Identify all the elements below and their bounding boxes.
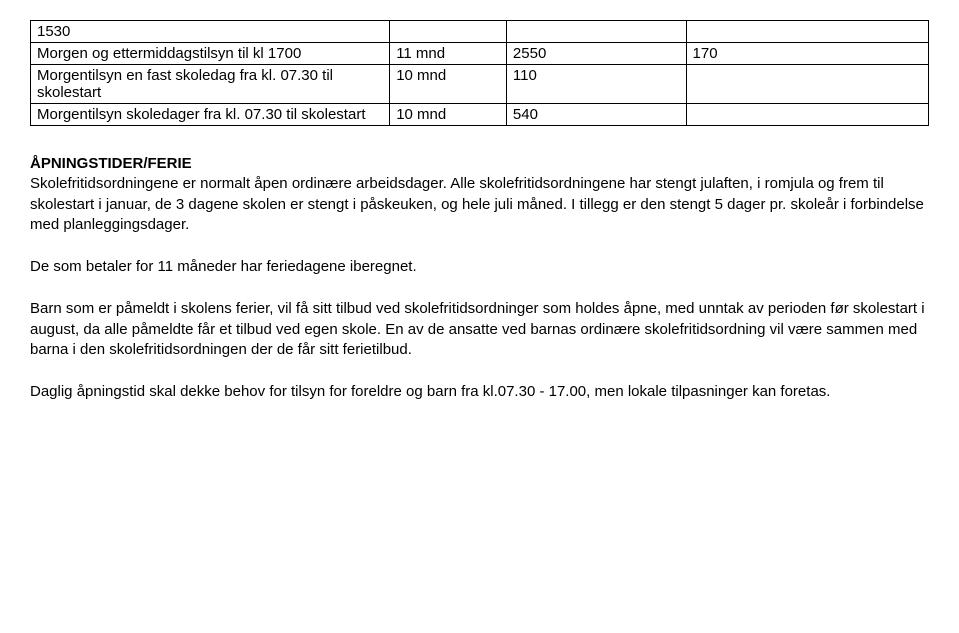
table-row: 1530 — [31, 21, 929, 43]
table-cell: 10 mnd — [390, 104, 507, 126]
paragraph-text: Barn som er påmeldt i skolens ferier, vi… — [30, 299, 929, 360]
table-cell: 10 mnd — [390, 65, 507, 104]
table-cell-desc: Morgentilsyn en fast skoledag fra kl. 07… — [31, 65, 390, 104]
table-cell-desc: 1530 — [31, 21, 390, 43]
table-cell: 11 mnd — [390, 43, 507, 65]
table-cell — [390, 21, 507, 43]
pricing-table: 1530 Morgen og ettermiddagstilsyn til kl… — [30, 20, 929, 126]
table-cell — [686, 65, 928, 104]
table-cell: 540 — [506, 104, 686, 126]
table-cell: 170 — [686, 43, 928, 65]
paragraph-text: Daglig åpningstid skal dekke behov for t… — [30, 382, 929, 402]
paragraph-text: De som betaler for 11 måneder har feried… — [30, 257, 929, 277]
table-row: Morgentilsyn skoledager fra kl. 07.30 ti… — [31, 104, 929, 126]
opening-hours-section: ÅPNINGSTIDER/FERIE Skolefritidsordningen… — [30, 154, 929, 235]
table-cell: 2550 — [506, 43, 686, 65]
paragraph-text: Skolefritidsordningene er normalt åpen o… — [30, 175, 924, 233]
table-cell: 110 — [506, 65, 686, 104]
table-cell-desc: Morgen og ettermiddagstilsyn til kl 1700 — [31, 43, 390, 65]
section-heading: ÅPNINGSTIDER/FERIE — [30, 155, 192, 172]
table-row: Morgentilsyn en fast skoledag fra kl. 07… — [31, 65, 929, 104]
table-cell — [686, 104, 928, 126]
table-cell — [686, 21, 928, 43]
table-row: Morgen og ettermiddagstilsyn til kl 1700… — [31, 43, 929, 65]
table-cell — [506, 21, 686, 43]
table-cell-desc: Morgentilsyn skoledager fra kl. 07.30 ti… — [31, 104, 390, 126]
